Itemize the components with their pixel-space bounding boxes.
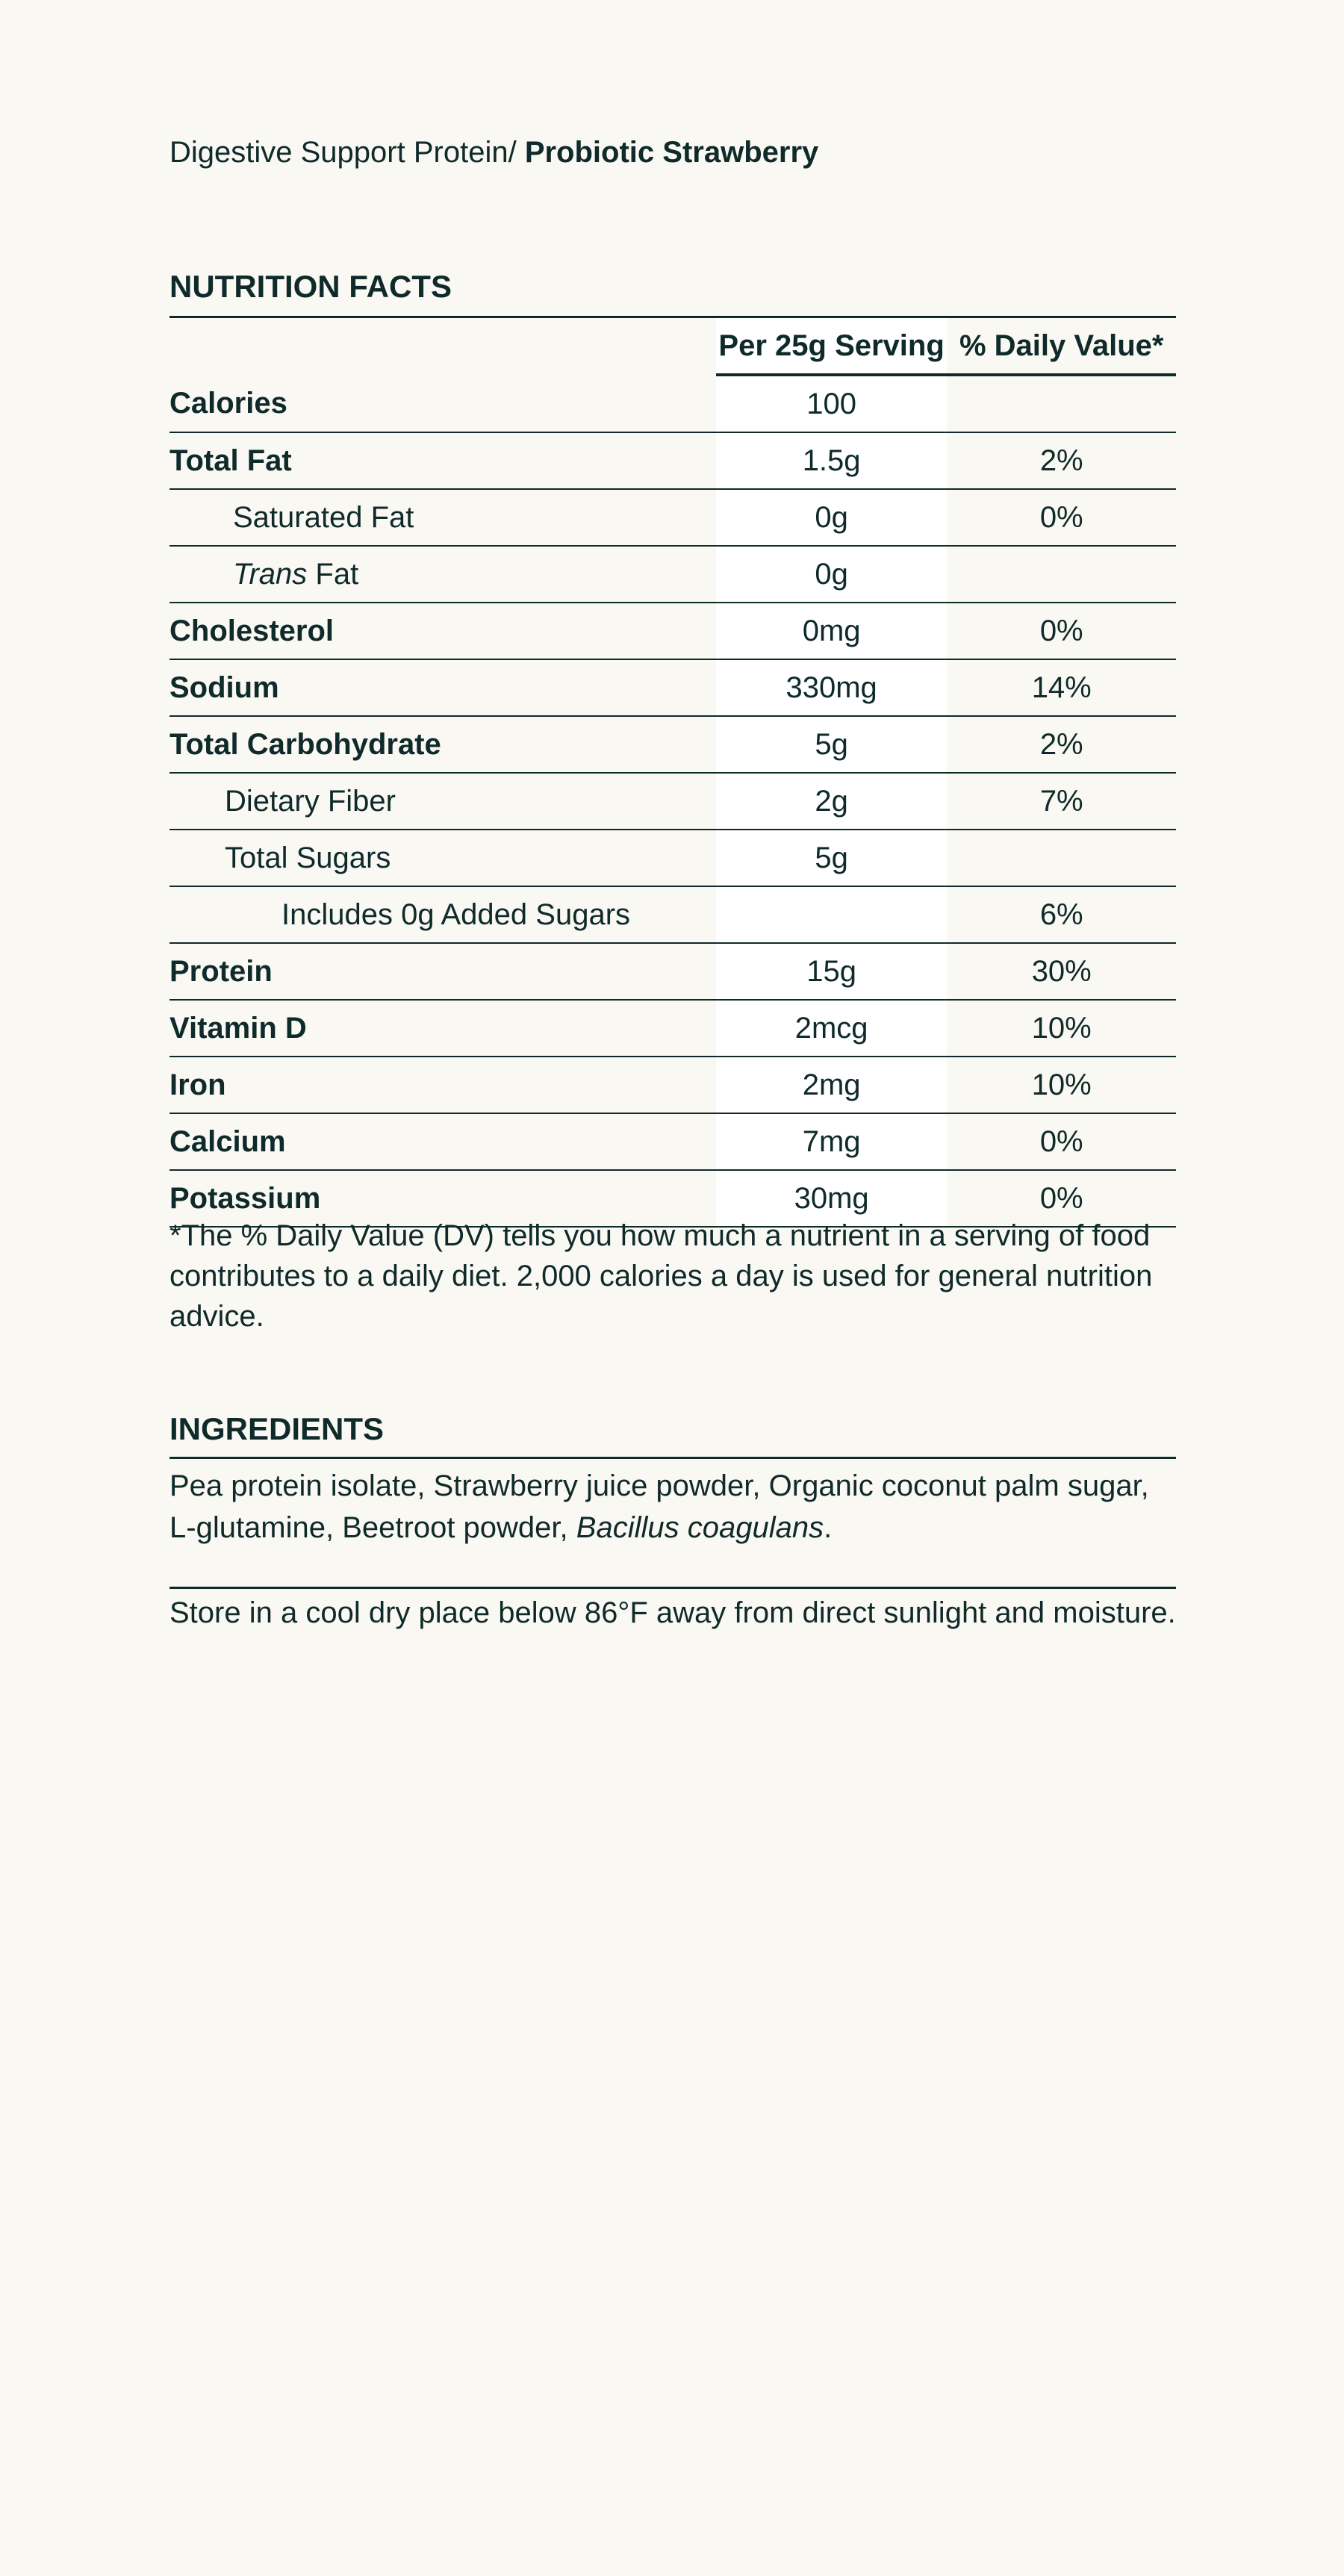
nutrient-dv: 6% bbox=[947, 886, 1176, 944]
nutrient-amount: 2g bbox=[715, 773, 948, 830]
nutrition-table: Per 25g Serving % Daily Value* Calories 1… bbox=[169, 316, 1176, 1228]
header-serving: Per 25g Serving bbox=[715, 316, 948, 376]
ingredients-list: Pea protein isolate, Strawberry juice po… bbox=[169, 1469, 1149, 1544]
table-row: Vitamin D 2mcg 10% bbox=[169, 1000, 1176, 1057]
nutrient-amount: 0g bbox=[715, 489, 948, 547]
nutrient-dv bbox=[947, 375, 1176, 433]
nutrient-dv: 30% bbox=[947, 943, 1176, 1001]
nutrient-label: Iron bbox=[169, 1057, 716, 1114]
nutrient-amount: 100 bbox=[715, 375, 948, 433]
nutrient-dv: 2% bbox=[947, 716, 1176, 774]
nutrient-amount: 5g bbox=[715, 716, 948, 774]
table-row: Total Fat 1.5g 2% bbox=[169, 432, 1176, 490]
nutrient-label: Trans Fat bbox=[169, 546, 716, 603]
nutrient-dv: 0% bbox=[947, 1170, 1176, 1228]
nutrient-amount: 0mg bbox=[715, 603, 948, 660]
table-row: Trans Fat 0g bbox=[169, 546, 1176, 603]
nutrient-dv bbox=[947, 546, 1176, 603]
nutrient-amount: 15g bbox=[715, 943, 948, 1001]
nutrient-amount: 7mg bbox=[715, 1113, 948, 1171]
nutrient-label: Total Sugars bbox=[169, 830, 716, 887]
ingredients-italic: Bacillus coagulans bbox=[576, 1511, 824, 1544]
table-row: Calcium 7mg 0% bbox=[169, 1113, 1176, 1171]
nutrient-dv: 0% bbox=[947, 603, 1176, 660]
nutrient-dv: 7% bbox=[947, 773, 1176, 830]
table-row: Sodium 330mg 14% bbox=[169, 659, 1176, 717]
nutrient-label: Protein bbox=[169, 943, 716, 1001]
nutrient-dv: 14% bbox=[947, 659, 1176, 717]
nutrient-dv: 0% bbox=[947, 489, 1176, 547]
nutrient-label: Calcium bbox=[169, 1113, 716, 1171]
table-row: Cholesterol 0mg 0% bbox=[169, 603, 1176, 660]
nutrient-dv: 10% bbox=[947, 1057, 1176, 1114]
nutrient-amount bbox=[715, 886, 948, 944]
nutrient-amount: 30mg bbox=[715, 1170, 948, 1228]
nutrient-dv: 10% bbox=[947, 1000, 1176, 1057]
nutrient-label: Vitamin D bbox=[169, 1000, 716, 1057]
nutrient-amount: 1.5g bbox=[715, 432, 948, 490]
header-blank bbox=[169, 316, 716, 375]
trans-italic: Trans bbox=[233, 557, 308, 591]
nutrient-label: Potassium bbox=[169, 1170, 716, 1228]
product-name: Probiotic Strawberry bbox=[524, 136, 819, 169]
nutrient-dv bbox=[947, 830, 1176, 887]
storage-divider bbox=[169, 1587, 1176, 1589]
nutrient-amount: 2mcg bbox=[715, 1000, 948, 1057]
table-row: Includes 0g Added Sugars 6% bbox=[169, 886, 1176, 944]
product-category: Digestive Support Protein/ bbox=[169, 136, 525, 169]
nutrient-amount: 330mg bbox=[715, 659, 948, 717]
nutrient-label: Saturated Fat bbox=[169, 489, 716, 547]
ingredients-end: . bbox=[824, 1511, 833, 1544]
nutrient-label: Sodium bbox=[169, 659, 716, 717]
table-row: Iron 2mg 10% bbox=[169, 1057, 1176, 1114]
table-header: Per 25g Serving % Daily Value* bbox=[169, 316, 1176, 376]
header-daily-value: % Daily Value* bbox=[947, 316, 1176, 376]
nutrient-label: Calories bbox=[169, 375, 716, 433]
product-title: Digestive Support Protein/ Probiotic Str… bbox=[169, 136, 818, 169]
table-row: Protein 15g 30% bbox=[169, 943, 1176, 1001]
table-row: Total Sugars 5g bbox=[169, 830, 1176, 887]
table-row: Calories 100 bbox=[169, 375, 1176, 433]
nutrient-amount: 0g bbox=[715, 546, 948, 603]
ingredients-divider bbox=[169, 1457, 1176, 1459]
table-row: Total Carbohydrate 5g 2% bbox=[169, 716, 1176, 774]
ingredients-text: Pea protein isolate, Strawberry juice po… bbox=[169, 1465, 1176, 1549]
nutrient-dv: 2% bbox=[947, 432, 1176, 490]
table-row: Dietary Fiber 2g 7% bbox=[169, 773, 1176, 830]
nutrient-dv: 0% bbox=[947, 1113, 1176, 1171]
nutrient-label: Total Carbohydrate bbox=[169, 716, 716, 774]
table-row: Saturated Fat 0g 0% bbox=[169, 489, 1176, 547]
nutrient-label: Cholesterol bbox=[169, 603, 716, 660]
trans-label: Fat bbox=[307, 557, 359, 591]
nutrient-amount: 5g bbox=[715, 830, 948, 887]
nutrient-label: Includes 0g Added Sugars bbox=[169, 886, 716, 944]
storage-instructions: Store in a cool dry place below 86°F awa… bbox=[169, 1596, 1176, 1629]
daily-value-footnote: *The % Daily Value (DV) tells you how mu… bbox=[169, 1219, 1153, 1333]
table-row: Potassium 30mg 0% bbox=[169, 1170, 1176, 1228]
nutrient-label: Dietary Fiber bbox=[169, 773, 716, 830]
nutrition-facts-heading: NUTRITION FACTS bbox=[169, 269, 452, 304]
ingredients-heading: INGREDIENTS bbox=[169, 1411, 385, 1446]
nutrient-amount: 2mg bbox=[715, 1057, 948, 1114]
nutrient-label: Total Fat bbox=[169, 432, 716, 490]
